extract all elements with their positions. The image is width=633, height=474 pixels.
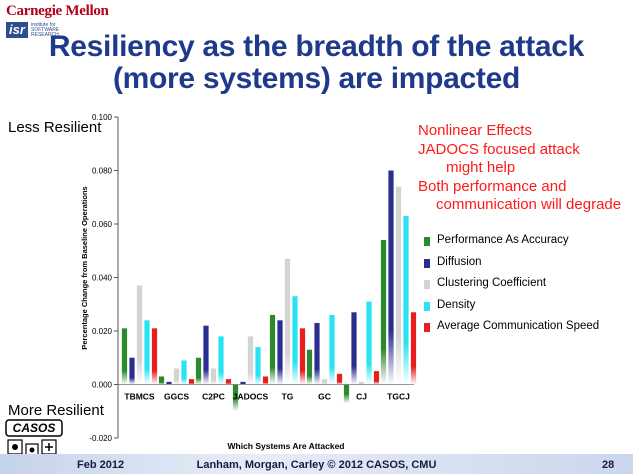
casos-logo-text: CASOS	[13, 421, 56, 435]
bar-jadocs-series-3	[255, 347, 261, 385]
bar-ggcs-series-0	[158, 376, 165, 385]
x-axis-title: Which Systems Are Attacked	[228, 441, 345, 451]
bar-c2pc-series-3	[218, 336, 224, 385]
bar-c2pc-series-2	[210, 368, 217, 385]
legend-label: Clustering Coefficient	[437, 277, 547, 289]
isr-logo-mark: isr	[6, 22, 28, 38]
x-tick-label: TBMCS	[124, 392, 155, 402]
legend-label: Average Communication Speed	[437, 320, 600, 332]
bar-tg-series-2	[284, 258, 291, 385]
annotation-line: JADOCS focused attack	[418, 140, 580, 158]
bar-tbmcs-series-2	[136, 285, 143, 385]
page-number: 28	[602, 459, 615, 471]
bar-tgcj-series-0	[380, 240, 387, 385]
annotation-line: Nonlinear Effects	[418, 122, 532, 139]
isr-logo-text: institute for SOFTWARE RESEARCH	[31, 22, 60, 38]
bar-cj-series-0	[343, 384, 350, 404]
legend-swatch	[424, 301, 430, 311]
bar-tbmcs-series-1	[129, 357, 135, 385]
bar-tg-series-3	[292, 296, 298, 385]
x-tick-label: C2PC	[202, 392, 225, 402]
bar-jadocs-series-2	[247, 336, 254, 385]
x-tick-label: GC	[318, 392, 331, 402]
bar-tgcj-series-3	[403, 215, 409, 385]
bar-ggcs-series-4	[188, 379, 195, 385]
bar-gc-series-0	[306, 349, 313, 385]
annotation-line: Both performance and	[418, 177, 567, 195]
y-tick-label: 0.060	[92, 220, 113, 229]
x-tick-label: TGCJ	[387, 392, 410, 402]
bar-cj-series-3	[366, 301, 372, 385]
y-tick-label: -0.020	[89, 434, 112, 443]
bar-tg-series-4	[299, 328, 306, 385]
bar-c2pc-series-4	[225, 379, 232, 385]
less-resilient-label: Less Resilient	[8, 119, 102, 136]
bar-ggcs-series-2	[173, 368, 180, 385]
bar-gc-series-3	[329, 314, 335, 385]
annotation-block: Nonlinear Effects JADOCS focused attack …	[418, 122, 621, 215]
legend-label: Density	[437, 298, 476, 311]
legend-swatch	[424, 237, 430, 246]
bar-ggcs-series-3	[181, 360, 187, 385]
legend-swatch	[424, 280, 430, 289]
bar-jadocs-series-1	[240, 381, 246, 385]
bar-tbmcs-series-3	[144, 320, 150, 385]
slide-title-line-1: Resiliency as the breadth of the attack	[48, 30, 585, 63]
bar-gc-series-4	[336, 373, 343, 385]
bar-tbmcs-series-4	[151, 328, 158, 385]
slide-title-line-2: (more systems) are impacted	[112, 62, 521, 95]
footer-credit: Lanham, Morgan, Carley © 2012 CASOS, CMU	[196, 459, 437, 471]
legend-label: Diffusion	[437, 255, 482, 268]
y-tick-label: 0.020	[92, 327, 113, 336]
carnegie-mellon-logo: Carnegie Mellon	[6, 3, 109, 19]
bar-tgcj-series-1	[388, 170, 394, 385]
footer-date: Feb 2012	[77, 459, 125, 471]
bar-cj-series-1	[351, 312, 357, 385]
x-tick-label: JADOCS	[233, 392, 269, 402]
bar-tg-series-1	[277, 320, 283, 385]
y-axis-title: Percentage Change from Baseline Operatio…	[80, 186, 89, 349]
isr-logo: isr institute for SOFTWARE RESEARCH	[6, 22, 68, 40]
bar-c2pc-series-1	[203, 325, 209, 385]
x-tick-label: TG	[282, 392, 294, 402]
bar-tbmcs-series-0	[121, 328, 128, 385]
bar-c2pc-series-0	[195, 357, 202, 385]
bar-gc-series-2	[321, 379, 328, 385]
bar-cj-series-2	[358, 381, 365, 385]
bar-tg-series-0	[269, 314, 276, 385]
y-tick-label: 0.100	[92, 113, 113, 122]
bar-tgcj-series-2	[395, 186, 402, 385]
legend-swatch	[424, 258, 430, 268]
y-tick-label: 0.000	[92, 381, 113, 390]
annotation-line: communication will degrade	[436, 196, 622, 214]
x-tick-label: CJ	[356, 392, 367, 402]
bar-jadocs-series-0	[232, 384, 239, 412]
legend-swatch	[424, 323, 430, 332]
bar-cj-series-4	[373, 371, 380, 385]
y-tick-label: 0.040	[92, 274, 113, 283]
annotation-line: might help	[446, 159, 516, 177]
bar-gc-series-1	[314, 322, 320, 385]
legend-label: Performance As Accuracy	[437, 234, 569, 246]
x-tick-label: GGCS	[164, 392, 189, 402]
bar-ggcs-series-1	[166, 381, 172, 385]
y-tick-label: 0.080	[92, 167, 113, 176]
bar-tgcj-series-4	[410, 312, 417, 385]
bar-jadocs-series-4	[262, 376, 269, 385]
more-resilient-label: More Resilient	[8, 402, 104, 419]
footer-bar	[0, 454, 633, 474]
